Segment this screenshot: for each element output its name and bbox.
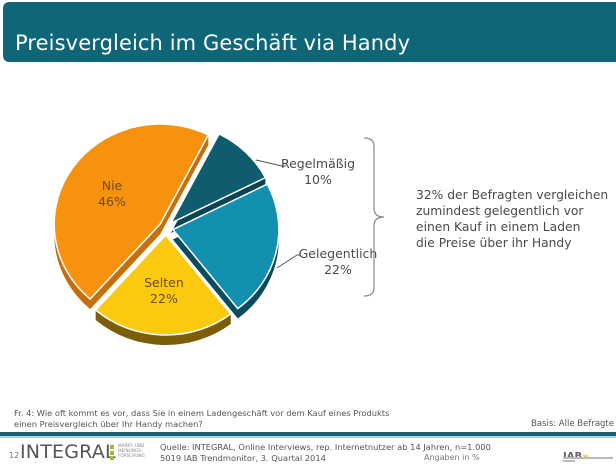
slice-label: Gelegentlich (299, 246, 378, 261)
slice-label: Selten (144, 275, 184, 290)
slice-label: Regelmäßig (281, 156, 355, 171)
footer-separator-light (0, 436, 616, 438)
slice-value-label: 22% (324, 262, 352, 277)
summary-line: 32% der Befragten vergleichen (416, 188, 609, 202)
question-text: Fr. 4: Wie oft kommt es vor, dass Sie in… (14, 408, 389, 430)
source-line: Quelle: INTEGRAL, Online Interviews, rep… (160, 442, 491, 452)
summary-line: einen Kauf in einem Laden (416, 220, 581, 234)
page-title: Preisvergleich im Geschäft via Handy (15, 31, 411, 55)
pie-slice-nie (53, 123, 210, 301)
slice-value-label: 10% (304, 172, 332, 187)
logo-squares-icon (110, 445, 114, 462)
iab-logo: IAB››› (563, 444, 613, 463)
pie-chart: Regelmäßig10%Gelegentlich22%Selten22%Nie… (53, 123, 385, 345)
iab-tagline (563, 457, 613, 459)
iab-logo-text: IAB (563, 451, 582, 462)
footer-separator (0, 432, 616, 436)
pie-slice-regelmig (169, 132, 267, 225)
unit-note: Angaben in % (424, 453, 480, 462)
leader-line (276, 254, 301, 269)
pie-slice-selten (94, 233, 232, 336)
source-note: Quelle: INTEGRAL, Online Interviews, rep… (160, 442, 491, 463)
summary-annotation: 32% der Befragten vergleichen zumindest … (416, 187, 616, 251)
question-line: Fr. 4: Wie oft kommt es vor, dass Sie in… (14, 408, 390, 418)
iab-tagline (563, 460, 575, 462)
logo-subtitle: MARKT- UND MEINUNGS- FORSCHUNG (118, 443, 145, 459)
logo-sub-line: MARKT- UND (118, 443, 145, 448)
pie-slice-gelegentlich (171, 183, 280, 310)
bracket (363, 137, 385, 297)
question-line: einen Preisvergleich über Ihr Handy mach… (14, 419, 203, 429)
basis-note: Basis: Alle Befragte (530, 419, 614, 429)
slice-value-label: 22% (150, 291, 178, 306)
title-bar: Preisvergleich im Geschäft via Handy (3, 2, 616, 62)
slice-label: Nie (102, 178, 123, 193)
pie-labels: Regelmäßig10%Gelegentlich22%Selten22%Nie… (98, 156, 377, 306)
source-line: 5019 IAB Trendmonitor, 3. Quartal 2014 (160, 452, 326, 463)
curly-brace (363, 137, 385, 297)
slice-value-label: 46% (98, 194, 126, 209)
summary-line: die Preise über ihr Handy (416, 236, 572, 250)
summary-line: zumindest gelegentlich vor (416, 204, 584, 218)
integral-logo: INTEGRAL (20, 441, 116, 463)
page-number: 12 (9, 451, 20, 460)
pie-slices (53, 123, 280, 336)
logo-sub-line: MEINUNGS- (118, 448, 143, 454)
logo-sub-line: FORSCHUNG (118, 453, 145, 459)
leader-line (255, 159, 286, 167)
